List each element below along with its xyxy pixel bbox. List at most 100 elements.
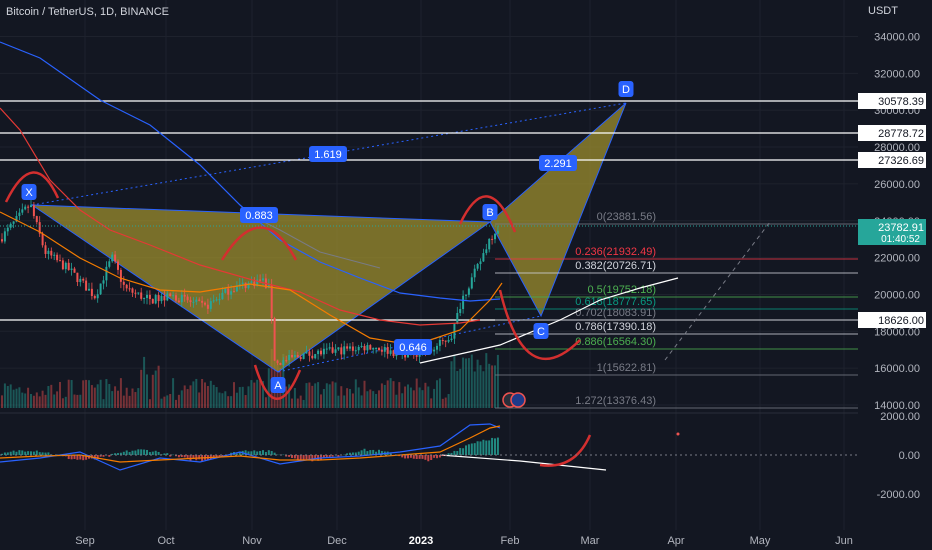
candle-body: [311, 355, 314, 359]
candle-body: [462, 295, 465, 310]
macd-histogram-bar: [247, 451, 250, 455]
level-tag-bg: [858, 125, 926, 141]
macd-histogram-bar: [41, 452, 44, 455]
macd-histogram-bar: [438, 455, 441, 458]
macd-histogram-bar: [102, 455, 105, 457]
macd-histogram-bar: [154, 450, 157, 455]
macd-histogram-bar: [122, 451, 125, 455]
candle-body: [259, 279, 262, 281]
volume-bar: [496, 354, 499, 408]
volume-bar: [192, 381, 195, 408]
volume-bar: [186, 389, 189, 408]
macd-histogram-bar: [366, 451, 369, 455]
volume-bar: [1, 395, 3, 408]
candle-body: [334, 349, 337, 353]
candle-body: [1, 239, 3, 242]
macd-histogram-bar: [482, 439, 485, 455]
candle-body: [90, 288, 93, 296]
candle-body: [119, 269, 122, 282]
ma-orange: [0, 211, 503, 344]
candle-body: [354, 350, 357, 352]
macd-histogram-bar: [148, 452, 151, 455]
macd-histogram-bar: [479, 441, 482, 455]
macd-histogram-bar: [192, 455, 195, 460]
candle-body: [351, 346, 354, 351]
volume-bar: [9, 384, 12, 408]
volume-bar: [53, 394, 56, 408]
macd-histogram-bar: [111, 453, 114, 455]
macd-histogram-bar: [47, 452, 50, 455]
macd-histogram-bar: [380, 451, 383, 455]
volume-bar: [134, 392, 137, 408]
candle-body: [59, 260, 61, 262]
volume-bar: [453, 354, 456, 408]
volume-bar: [85, 379, 88, 408]
macd-histogram-bar: [450, 452, 453, 455]
candle-body: [186, 296, 189, 301]
candle-body: [143, 298, 146, 300]
volume-bar: [244, 395, 247, 408]
candle-body: [279, 362, 282, 365]
macd-histogram-bar: [76, 455, 79, 460]
macd-histogram-bar: [441, 455, 444, 456]
volume-bar: [407, 384, 409, 408]
macd-histogram-bar: [293, 455, 296, 459]
volume-bar: [441, 398, 444, 408]
candle-body: [3, 231, 6, 242]
macd-histogram-bar: [143, 449, 146, 455]
pattern-ratio-label: 2.291: [539, 155, 577, 171]
volume-bar: [436, 380, 438, 408]
macd-histogram-bar: [337, 455, 340, 457]
candle-body: [436, 345, 438, 350]
trend-line-upper: [419, 277, 679, 364]
volume-bar: [462, 357, 465, 408]
volume-bar: [61, 398, 64, 408]
time-tick-label: Oct: [157, 535, 174, 547]
candle-body: [479, 261, 482, 265]
time-tick-label: Mar: [581, 535, 600, 547]
candle-body: [128, 288, 131, 290]
macd-histogram-bar: [415, 455, 418, 459]
macd-histogram-bar: [21, 450, 24, 455]
volume-bar: [56, 391, 59, 408]
macd-histogram-bar: [96, 455, 99, 460]
level-tag-bg: [858, 93, 926, 109]
candle-body: [27, 206, 30, 208]
volume-bar: [383, 384, 386, 408]
candle-body: [105, 266, 108, 281]
volume-bar: [183, 385, 186, 408]
candle-body: [331, 347, 334, 353]
volume-bar: [404, 386, 407, 408]
volume-bar: [18, 387, 21, 408]
price-tick-label: 18000.00: [874, 326, 920, 338]
macd-histogram-bar: [430, 455, 433, 461]
macd-histogram-bar: [99, 455, 102, 457]
candle-body: [82, 278, 85, 281]
macd-histogram-bar: [270, 451, 273, 455]
macd-histogram-bar: [282, 454, 285, 456]
fib-level-label: 1.272(13376.43): [575, 395, 656, 407]
macd-histogram-bar: [250, 451, 253, 455]
candle-body: [488, 238, 491, 250]
volume-bar: [169, 394, 172, 408]
candle-body: [392, 350, 395, 357]
volume-bar: [430, 398, 433, 408]
macd-histogram-bar: [389, 453, 392, 455]
volume-bar: [64, 396, 67, 408]
volume-bar: [398, 382, 401, 408]
macd-histogram-bar: [308, 455, 311, 460]
candle-body: [53, 254, 56, 256]
macd-histogram-bar: [256, 451, 259, 455]
macd-histogram-bar: [447, 453, 450, 455]
candle-body: [241, 282, 244, 285]
level-tag-text: 27326.69: [878, 155, 924, 167]
candle-body: [102, 280, 105, 284]
candle-body: [369, 345, 372, 350]
chart-title: Bitcoin / TetherUS, 1D, BINANCE: [6, 6, 170, 18]
macd-histogram-bar: [215, 455, 218, 459]
macd-histogram-bar: [470, 443, 473, 455]
macd-histogram-bar: [117, 453, 119, 455]
candle-body: [372, 347, 375, 350]
